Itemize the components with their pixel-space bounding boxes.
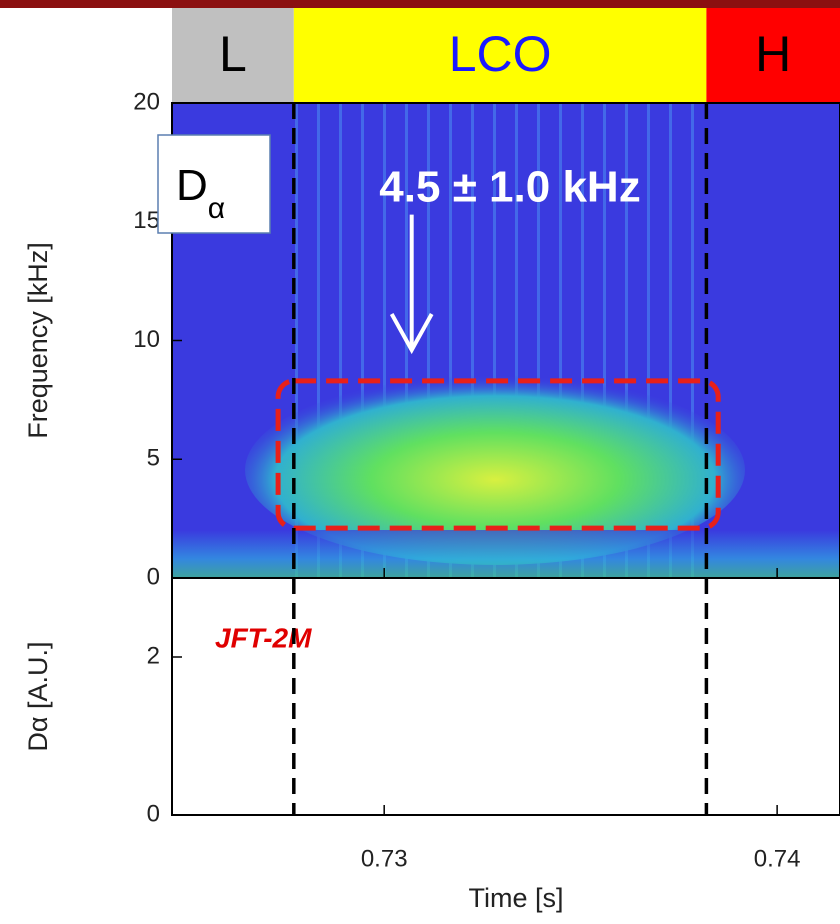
y-tick-label: 5	[147, 445, 160, 472]
phase-label: H	[755, 26, 791, 82]
y-tick-label: 0	[147, 563, 160, 590]
y-tick-label: 2	[147, 642, 160, 669]
y-tick-label: 20	[133, 88, 160, 115]
phase-band	[172, 8, 294, 103]
x-tick-label: 0.74	[754, 845, 801, 872]
highlight-box	[275, 378, 721, 531]
spectrogram-low-band	[172, 530, 840, 578]
arrow-head	[389, 313, 434, 355]
top-strip	[0, 0, 840, 8]
signal-label-sub: α	[208, 192, 225, 225]
x-axis-label: Time [s]	[468, 883, 563, 913]
signal-label-box	[157, 134, 271, 234]
frequency-label: 4.5 ± 1.0 kHz	[379, 163, 640, 212]
spectrogram-image	[172, 103, 840, 578]
x-tick-label: 0.73	[361, 845, 408, 872]
phase-label: L	[219, 26, 247, 82]
y-tick-label: 15	[133, 207, 160, 234]
y-tick-label: 0	[147, 800, 160, 827]
y-tick-label: 10	[133, 326, 160, 353]
y-axis-label: Dα [A.U.]	[23, 641, 53, 751]
phase-band	[706, 8, 840, 103]
signal-label-base: D	[176, 161, 208, 210]
phase-label: LCO	[449, 26, 552, 82]
spectrogram-mode	[245, 375, 745, 565]
plot-frame	[171, 577, 840, 816]
y-axis-label: Frequency [kHz]	[23, 242, 53, 439]
signal-label: Dα	[176, 161, 225, 225]
device-label: JFT-2M	[215, 622, 312, 653]
phase-band	[293, 8, 707, 103]
